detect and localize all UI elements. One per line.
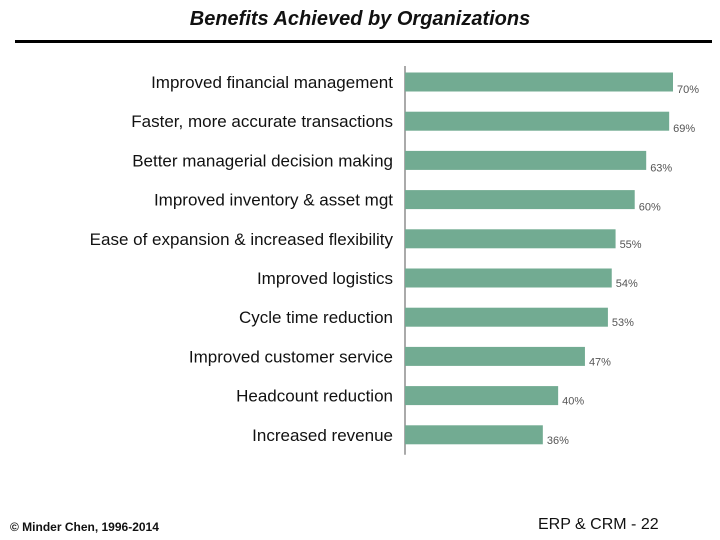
category-label-7: Cycle time reduction: [239, 308, 393, 327]
value-label-3: 63%: [650, 162, 672, 174]
category-label-8: Improved customer service: [189, 347, 393, 366]
category-label-2: Faster, more accurate transactions: [131, 112, 393, 131]
bar-4: [405, 190, 635, 210]
category-label-5: Ease of expansion & increased flexibilit…: [90, 230, 394, 249]
category-label-3: Better managerial decision making: [132, 151, 393, 170]
category-label-4: Improved inventory & asset mgt: [154, 191, 393, 210]
value-label-6: 54%: [616, 278, 638, 290]
category-label-6: Improved logistics: [257, 269, 393, 288]
value-label-4: 60%: [639, 202, 661, 214]
category-label-10: Increased revenue: [252, 426, 393, 445]
bar-5: [405, 229, 616, 249]
slide-reference: ERP & CRM - 22: [538, 516, 659, 533]
value-label-1: 70%: [677, 84, 699, 96]
title-divider: [15, 40, 712, 43]
bar-8: [405, 346, 585, 366]
value-label-8: 47%: [589, 356, 611, 368]
category-label-9: Headcount reduction: [236, 387, 393, 406]
value-label-7: 53%: [612, 317, 634, 329]
bar-6: [405, 268, 612, 288]
bar-9: [405, 386, 559, 406]
value-label-5: 55%: [620, 239, 642, 251]
bar-1: [405, 72, 673, 92]
slide-title: Benefits Achieved by Organizations: [189, 8, 531, 30]
value-label-9: 40%: [562, 396, 584, 408]
bar-3: [405, 150, 647, 170]
copyright-text: © Minder Chen, 1996-2014: [10, 520, 159, 534]
value-label-10: 36%: [547, 435, 569, 447]
category-label-1: Improved financial management: [151, 73, 393, 92]
bar-10: [405, 425, 543, 445]
bar-2: [405, 111, 670, 131]
bar-7: [405, 307, 608, 327]
value-label-2: 69%: [673, 123, 695, 135]
